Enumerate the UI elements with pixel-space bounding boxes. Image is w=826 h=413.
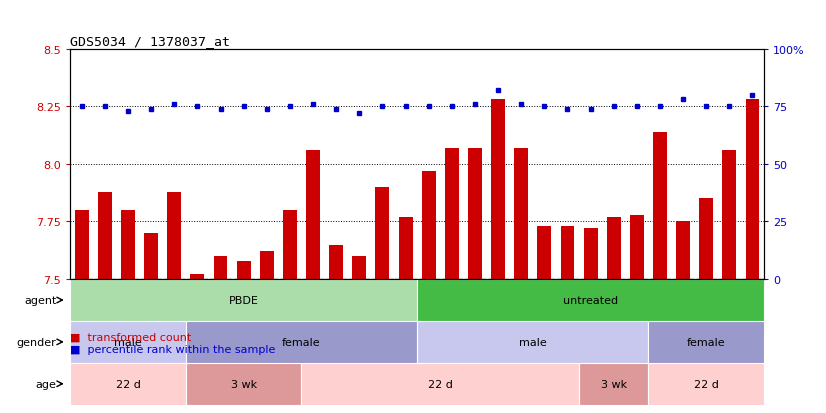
Text: ■  percentile rank within the sample: ■ percentile rank within the sample bbox=[70, 344, 276, 354]
Text: untreated: untreated bbox=[563, 295, 618, 305]
Bar bbox=[75, 211, 88, 279]
Text: male: male bbox=[114, 337, 142, 347]
Bar bbox=[417, 321, 648, 363]
Text: female: female bbox=[282, 337, 320, 347]
Bar bbox=[353, 256, 366, 279]
Bar bbox=[70, 363, 186, 405]
Text: 22 d: 22 d bbox=[116, 379, 140, 389]
Bar bbox=[330, 245, 343, 279]
Bar bbox=[121, 211, 135, 279]
Bar bbox=[214, 256, 227, 279]
Text: age: age bbox=[36, 379, 56, 389]
Bar bbox=[445, 148, 458, 279]
Bar bbox=[283, 211, 297, 279]
Bar bbox=[515, 148, 528, 279]
Text: gender: gender bbox=[17, 337, 56, 347]
Bar bbox=[491, 100, 505, 279]
Bar bbox=[186, 363, 301, 405]
Bar bbox=[746, 100, 759, 279]
Bar bbox=[417, 279, 764, 321]
Bar bbox=[584, 229, 597, 279]
Bar bbox=[723, 151, 736, 279]
Bar bbox=[301, 363, 579, 405]
Bar bbox=[630, 215, 643, 279]
Bar bbox=[538, 226, 551, 279]
Text: ■  transformed count: ■ transformed count bbox=[70, 332, 192, 342]
Bar bbox=[237, 261, 250, 279]
Bar bbox=[145, 233, 158, 279]
Text: GDS5034 / 1378037_at: GDS5034 / 1378037_at bbox=[70, 36, 230, 48]
Bar bbox=[168, 192, 181, 279]
Bar bbox=[376, 188, 389, 279]
Bar bbox=[648, 321, 764, 363]
Bar bbox=[70, 321, 186, 363]
Bar bbox=[260, 252, 273, 279]
Text: PBDE: PBDE bbox=[229, 295, 259, 305]
Text: 3 wk: 3 wk bbox=[230, 379, 257, 389]
Bar bbox=[422, 171, 435, 279]
Bar bbox=[700, 199, 713, 279]
Text: agent: agent bbox=[24, 295, 56, 305]
Text: female: female bbox=[687, 337, 725, 347]
Bar bbox=[306, 151, 320, 279]
Bar bbox=[70, 279, 417, 321]
Bar bbox=[648, 363, 764, 405]
Bar bbox=[98, 192, 112, 279]
Bar bbox=[191, 275, 204, 279]
Bar bbox=[561, 226, 574, 279]
Bar bbox=[399, 217, 412, 279]
Text: male: male bbox=[519, 337, 547, 347]
Bar bbox=[579, 363, 648, 405]
Bar bbox=[653, 132, 667, 279]
Text: 22 d: 22 d bbox=[694, 379, 719, 389]
Bar bbox=[468, 148, 482, 279]
Text: 3 wk: 3 wk bbox=[601, 379, 627, 389]
Bar bbox=[607, 217, 620, 279]
Bar bbox=[676, 222, 690, 279]
Bar bbox=[186, 321, 417, 363]
Text: 22 d: 22 d bbox=[428, 379, 453, 389]
